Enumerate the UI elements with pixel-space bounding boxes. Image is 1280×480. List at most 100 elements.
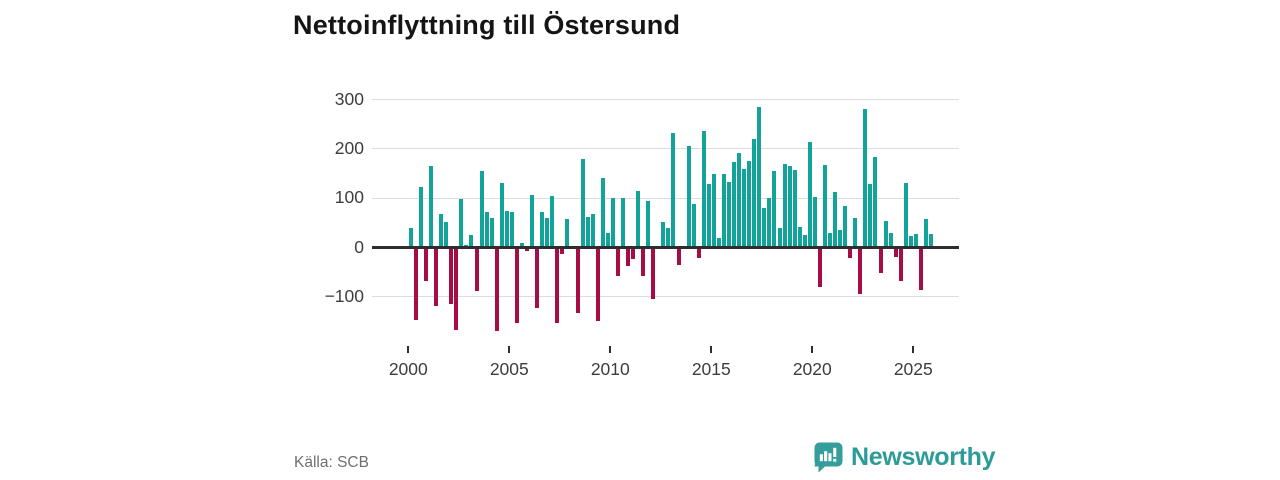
bar: [424, 247, 428, 281]
bar: [772, 171, 777, 247]
bar: [585, 216, 590, 247]
bar: [610, 198, 615, 247]
bar: [802, 235, 807, 247]
bar: [429, 165, 433, 247]
bar: [494, 247, 499, 332]
bar: [661, 221, 666, 247]
bar: [792, 170, 797, 247]
gridline-y--100: [372, 296, 959, 298]
bar: [550, 195, 555, 247]
bar: [535, 247, 540, 308]
bar: [504, 211, 509, 247]
bar: [706, 184, 711, 247]
bar: [757, 106, 762, 247]
bar: [742, 168, 747, 247]
bar: [701, 130, 706, 247]
bar: [898, 247, 903, 281]
bar: [812, 197, 817, 247]
bar: [418, 187, 423, 247]
bar: [913, 233, 918, 247]
bar: [479, 171, 484, 247]
bar: [676, 247, 681, 266]
source-label: Källa: SCB: [294, 454, 369, 471]
gridline-y-300: [372, 99, 959, 100]
bar: [499, 182, 504, 247]
zero-baseline: [372, 245, 959, 249]
bar: [822, 164, 827, 247]
bar: [636, 191, 641, 247]
bar: [525, 247, 529, 252]
bar: [863, 108, 868, 247]
bar: [807, 142, 812, 247]
bar: [908, 235, 913, 247]
bar: [923, 218, 928, 247]
bar: [858, 247, 863, 295]
bar: [474, 247, 479, 291]
bar: [918, 247, 923, 291]
bar: [489, 217, 494, 247]
y-axis-tick-label: 300: [334, 88, 364, 109]
bar: [737, 153, 742, 247]
bar: [878, 247, 883, 273]
newsworthy-wordmark: Newsworthy: [851, 442, 996, 471]
bar: [711, 173, 716, 247]
bar: [873, 156, 878, 247]
bar: [691, 204, 696, 247]
bar: [595, 247, 600, 321]
bar: [747, 160, 752, 247]
x-axis-tick-label: 2005: [489, 359, 529, 379]
x-axis-tick-label: 2000: [388, 359, 428, 379]
bar: [540, 212, 545, 247]
bar: [545, 218, 550, 247]
bar: [641, 247, 646, 276]
bar: [434, 247, 439, 306]
bar: [853, 217, 858, 247]
bar: [408, 228, 413, 247]
bar: [519, 242, 524, 247]
bar: [666, 228, 671, 247]
bar: [843, 205, 848, 247]
bar: [817, 247, 822, 287]
y-axis-tick-label: 200: [334, 137, 364, 158]
bar: [762, 208, 767, 247]
bar: [893, 247, 898, 257]
bar: [671, 133, 676, 247]
bar: [580, 158, 585, 247]
bar: [777, 227, 782, 247]
bar: [686, 145, 691, 247]
bar: [828, 232, 832, 247]
bar: [929, 233, 933, 247]
gridline-y-200: [372, 148, 959, 150]
y-axis-tick-label: −100: [324, 285, 364, 306]
bar: [646, 200, 651, 247]
bar: [797, 226, 802, 247]
bar: [413, 247, 418, 320]
bar: [631, 247, 635, 260]
bar: [727, 182, 731, 247]
bar: [469, 235, 474, 247]
bar: [459, 199, 464, 247]
bar: [565, 219, 570, 247]
bar: [752, 139, 757, 247]
x-axis-tick-mark: [710, 346, 713, 353]
bar: [903, 183, 908, 247]
bar: [833, 192, 837, 247]
bar: [838, 229, 843, 247]
bar: [514, 247, 519, 323]
bar: [509, 211, 514, 247]
bar: [696, 247, 701, 259]
bar: [555, 247, 560, 323]
x-axis-tick-label: 2020: [792, 359, 832, 379]
bar: [454, 247, 459, 331]
bar: [651, 247, 656, 300]
bar: [444, 221, 449, 247]
bar: [600, 177, 605, 247]
bar: [560, 247, 565, 255]
bar: [449, 247, 454, 305]
bar: [782, 163, 787, 247]
bar: [620, 198, 625, 247]
x-axis-tick-mark: [811, 346, 814, 353]
x-axis-tick-label: 2025: [893, 359, 933, 379]
